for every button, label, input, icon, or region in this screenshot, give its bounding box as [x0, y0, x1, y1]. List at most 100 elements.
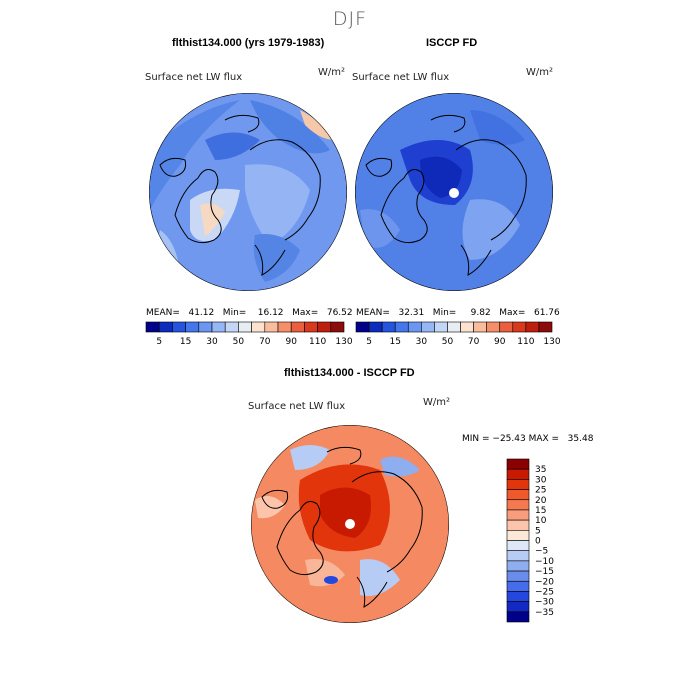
map3-coastline [261, 489, 289, 509]
map2-coastline [455, 139, 527, 241]
map1-coastline [249, 139, 321, 241]
colorbar-swatch [238, 321, 252, 333]
colorbar-swatch [421, 321, 435, 333]
colorbar-swatch [473, 321, 487, 333]
map2-coastline [460, 244, 492, 276]
colorbar-swatch [506, 509, 530, 521]
colorbar-tick-label: 90 [494, 337, 506, 347]
colorbar-tick-label: 30 [416, 337, 428, 347]
panel2-stats: MEAN= 32.31 Min= 9.82 Max= 61.76 [356, 308, 560, 318]
map3-region [324, 576, 338, 584]
panel3-title: flthist134.000 - ISCCP FD [284, 367, 415, 379]
pole-mask [449, 188, 459, 198]
colorbar-swatch [506, 560, 530, 572]
colorbar-swatch [506, 499, 530, 511]
colorbar-tick-label: 30 [206, 337, 218, 347]
colorbar-swatch [355, 321, 370, 333]
pole-mask [345, 519, 355, 529]
map3-coastline [276, 501, 324, 576]
colorbar-swatch [512, 321, 527, 333]
colorbar-swatch [211, 321, 226, 333]
panel2-subtitle: Surface net LW flux [352, 72, 450, 83]
colorbar-tick-label: 35 [535, 465, 546, 475]
panel3-map [251, 425, 449, 623]
colorbar-swatch [506, 458, 530, 470]
panel1-units: W/m² [318, 67, 346, 78]
colorbar-swatch [506, 601, 530, 613]
colorbar-tick-label: −5 [535, 547, 548, 557]
colorbar-swatch [506, 591, 530, 602]
map3-region [320, 487, 371, 538]
map2-region [360, 209, 400, 248]
colorbar-swatch [506, 570, 530, 582]
colorbar-swatch [506, 519, 530, 531]
colorbar-swatch [506, 489, 530, 501]
colorbar-tick-label: −25 [535, 587, 554, 597]
colorbar-tick-label: 10 [535, 516, 547, 526]
colorbar-swatch [158, 321, 173, 333]
map2-region [470, 110, 525, 145]
colorbar-swatch [434, 321, 448, 333]
map1-coastline [224, 114, 260, 133]
map2-coastline [380, 169, 428, 244]
colorbar-swatch [499, 321, 514, 333]
panel1-title: flthist134.000 (yrs 1979-1983) [172, 37, 325, 49]
colorbar-swatch [506, 550, 530, 562]
colorbar-swatch [264, 321, 279, 333]
colorbar-swatch [506, 540, 530, 551]
colorbar-swatch [277, 321, 292, 333]
colorbar-swatch [506, 530, 530, 541]
panel2-units: W/m² [526, 67, 554, 78]
map1-region [200, 203, 225, 236]
colorbar-tick-label: 15 [180, 337, 191, 347]
map3-region [380, 456, 420, 477]
panel3-subtitle: Surface net LW flux [248, 401, 346, 412]
map2-region [420, 156, 462, 198]
colorbar-swatch [198, 321, 213, 333]
colorbar-tick-label: 5 [156, 337, 162, 347]
colorbar-tick-label: 5 [535, 526, 541, 536]
map2-region [462, 199, 520, 260]
colorbar-tick-label: −15 [535, 567, 554, 577]
colorbar-swatch [172, 321, 186, 333]
map1-region [253, 234, 300, 282]
panel3-units: W/m² [423, 397, 451, 408]
colorbar-tick-label: 70 [468, 337, 480, 347]
map3-coastline [356, 576, 388, 608]
map3-coastline [326, 446, 362, 465]
colorbar-tick-label: 110 [517, 337, 534, 347]
panel1-stats: MEAN= 41.12 Min= 16.12 Max= 76.52 [146, 308, 353, 318]
map2-coastline [430, 114, 466, 133]
colorbar-tick-label: 130 [543, 337, 560, 347]
map3-coastline [351, 471, 423, 573]
colorbar-swatch [525, 321, 540, 333]
colorbar-tick-label: 15 [535, 506, 546, 516]
colorbar-swatch [506, 479, 530, 490]
map3-region [290, 445, 330, 470]
colorbar-tick-label: 90 [285, 337, 297, 347]
figure-title: DJF [332, 8, 368, 30]
colorbar-swatch [538, 321, 553, 333]
colorbar-swatch [447, 321, 461, 333]
map1-coastline [254, 244, 286, 276]
colorbar-tick-label: 70 [259, 337, 271, 347]
colorbar-swatch [368, 321, 383, 333]
panel3-stats: MIN = −25.43 MAX = 35.48 [462, 434, 594, 444]
colorbar-swatch [486, 321, 501, 333]
colorbar-tick-label: −30 [535, 598, 554, 608]
colorbar-tick-label: 20 [535, 496, 547, 506]
colorbar-tick-label: 50 [442, 337, 454, 347]
colorbar-swatch [506, 580, 530, 592]
map1-coastline [159, 157, 187, 177]
colorbar-swatch [381, 321, 396, 333]
colorbar-swatch [506, 611, 530, 623]
map1-coastline [174, 169, 222, 244]
colorbar-swatch [506, 468, 530, 480]
colorbar-swatch [460, 321, 474, 333]
colorbar-swatch [145, 321, 160, 333]
map1-region [150, 100, 240, 210]
colorbar-tick-label: 25 [535, 486, 546, 496]
colorbar-tick-label: 5 [366, 337, 372, 347]
colorbar-swatch [251, 321, 266, 333]
colorbar-tick-label: 30 [535, 475, 547, 485]
